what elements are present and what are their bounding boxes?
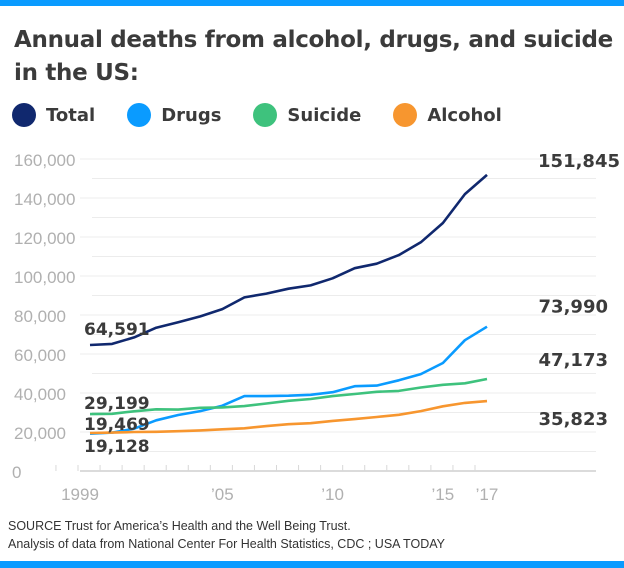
legend-item-total: Total [12, 103, 95, 127]
y-tick-label: 0 [12, 463, 21, 482]
legend-dot-icon [253, 103, 278, 127]
end-label-suicide: 47,173 [539, 350, 608, 371]
legend-label: Total [46, 104, 96, 126]
x-tick-label: ’15 [432, 485, 455, 504]
x-tick-label: ’05 [211, 485, 234, 504]
legend-dot-icon [393, 103, 418, 127]
start-label-alcohol: 19,469 [84, 415, 150, 435]
y-tick-label: 120,000 [14, 229, 75, 248]
series-line-suicide [89, 377, 488, 416]
chart-title: Annual deaths from alcohol, drugs, and s… [14, 27, 613, 86]
bottom-accent-bar [0, 561, 624, 568]
series-line-drugs [89, 325, 488, 435]
start-label-suicide: 29,199 [84, 394, 150, 414]
legend-item-drugs: Drugs [127, 103, 221, 127]
top-accent-bar [0, 0, 624, 6]
x-tick-label: ’10 [321, 485, 344, 504]
y-tick-label: 100,000 [14, 268, 75, 287]
start-label-drugs: 19,128 [84, 437, 150, 457]
legend-label: Alcohol [427, 104, 502, 126]
source-line: SOURCE Trust for America’s Health and th… [8, 519, 351, 533]
y-tick-label: 140,000 [14, 190, 75, 209]
legend-label: Drugs [161, 104, 222, 126]
end-label-drugs: 73,990 [539, 297, 608, 318]
legend-dot-icon [12, 103, 36, 127]
legend: Total Drugs Suicide Alcohol [12, 103, 534, 127]
x-tick-label: ’17 [476, 485, 499, 504]
source-note: SOURCE Trust for America’s Health and th… [8, 517, 445, 553]
y-tick-label: 40,000 [14, 385, 66, 404]
legend-item-suicide: Suicide [253, 103, 361, 127]
series-line-alcohol [89, 399, 488, 435]
start-label-total: 64,591 [84, 320, 150, 340]
x-tick-label: 1999 [61, 485, 99, 504]
y-tick-label: 80,000 [14, 307, 66, 326]
y-tick-label: 160,000 [14, 151, 75, 170]
source-line: Analysis of data from National Center Fo… [8, 537, 445, 551]
end-label-alcohol: 35,823 [539, 409, 608, 430]
end-label-total: 151,845 [538, 151, 620, 172]
y-tick-label: 20,000 [14, 424, 66, 443]
y-tick-label: 60,000 [14, 346, 66, 365]
series-line-total [89, 173, 488, 347]
legend-item-alcohol: Alcohol [393, 103, 502, 127]
legend-label: Suicide [287, 104, 362, 126]
legend-dot-icon [127, 103, 152, 127]
